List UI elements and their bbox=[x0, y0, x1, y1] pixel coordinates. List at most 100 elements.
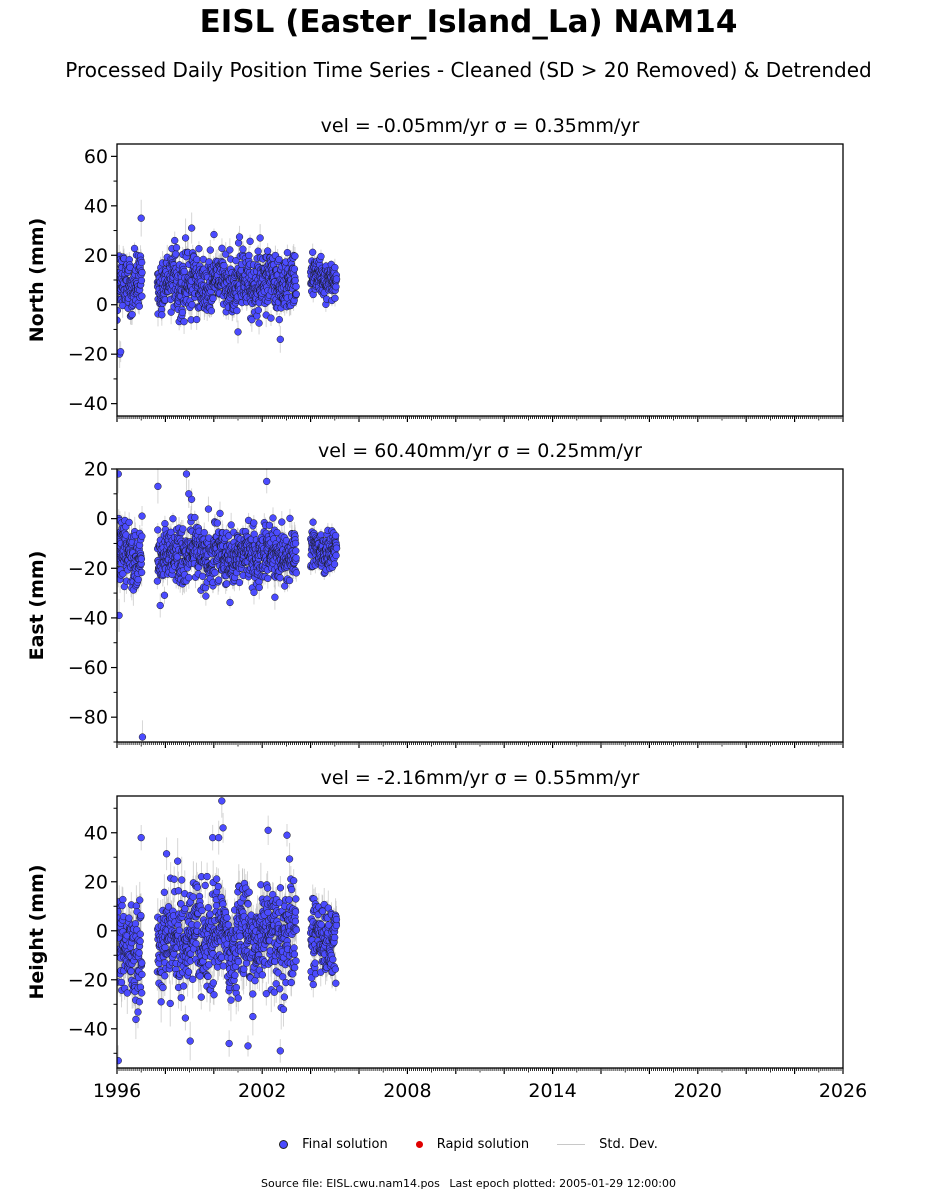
y-tick-label: −20 bbox=[68, 558, 108, 580]
data-point bbox=[137, 276, 146, 285]
data-point bbox=[271, 593, 279, 601]
data-point bbox=[273, 528, 281, 537]
data-point bbox=[130, 244, 139, 253]
data-point bbox=[278, 518, 286, 526]
data-point bbox=[138, 268, 146, 277]
data-point bbox=[138, 733, 147, 741]
data-point bbox=[180, 318, 188, 326]
data-point bbox=[292, 547, 300, 555]
data-point bbox=[215, 576, 223, 584]
data-point bbox=[255, 583, 263, 592]
data-point bbox=[239, 245, 247, 253]
data-point bbox=[134, 575, 142, 584]
data-point bbox=[117, 316, 121, 324]
data-point bbox=[117, 470, 122, 478]
data-point bbox=[331, 263, 339, 272]
data-point bbox=[138, 532, 146, 540]
axes-frame bbox=[116, 468, 844, 743]
data-point bbox=[210, 230, 218, 239]
y-tick-label: −40 bbox=[68, 393, 108, 415]
chart-subtitle: Processed Daily Position Time Series - C… bbox=[65, 58, 872, 82]
data-point bbox=[181, 234, 190, 242]
data-point bbox=[250, 519, 258, 527]
y-tick-label: 40 bbox=[84, 195, 108, 217]
data-point bbox=[292, 290, 300, 298]
data-point bbox=[267, 314, 275, 322]
data-point bbox=[202, 592, 210, 600]
data-point bbox=[330, 560, 339, 568]
data-point bbox=[317, 252, 325, 261]
data-point bbox=[138, 292, 146, 300]
data-point bbox=[137, 214, 145, 222]
y-tick-label: 20 bbox=[84, 459, 108, 481]
data-point bbox=[209, 294, 217, 303]
y-tick-label: 0 bbox=[96, 294, 108, 316]
y-tick-label: 60 bbox=[84, 146, 108, 168]
data-point bbox=[283, 248, 292, 257]
data-point bbox=[291, 539, 300, 548]
series-final-solution bbox=[117, 199, 341, 368]
data-point bbox=[250, 588, 258, 597]
data-point bbox=[154, 482, 162, 491]
data-point bbox=[195, 245, 203, 253]
series-final-solution bbox=[117, 796, 341, 1068]
data-point bbox=[128, 310, 136, 319]
data-point bbox=[193, 255, 201, 264]
data-point bbox=[191, 513, 199, 522]
data-point bbox=[185, 490, 193, 498]
data-point bbox=[125, 518, 133, 527]
data-point bbox=[213, 519, 221, 527]
panel-title: vel = 60.40mm/yr σ = 0.25mm/yr bbox=[318, 440, 642, 462]
data-point bbox=[153, 577, 162, 585]
y-tick-label: −80 bbox=[68, 707, 108, 729]
data-point bbox=[246, 237, 254, 245]
data-point bbox=[265, 521, 274, 529]
data-point bbox=[180, 267, 188, 276]
data-point bbox=[218, 244, 226, 252]
data-point bbox=[223, 580, 231, 588]
data-point bbox=[264, 247, 272, 255]
data-point bbox=[179, 525, 187, 533]
panel-1: −80 −60 −40 −20 0 20 vel = 60.40mm/yr σ = 0.25… bbox=[26, 440, 844, 748]
data-point bbox=[332, 275, 341, 283]
data-point bbox=[290, 265, 299, 273]
y-tick-label: −40 bbox=[68, 607, 108, 629]
data-point bbox=[275, 316, 283, 324]
y-axis-label: East (mm) bbox=[26, 551, 48, 661]
data-point bbox=[200, 528, 208, 537]
data-point bbox=[269, 514, 277, 522]
data-point bbox=[185, 574, 193, 582]
series-final-solution bbox=[117, 469, 341, 742]
data-point bbox=[206, 246, 214, 254]
data-point bbox=[227, 521, 235, 529]
data-point bbox=[154, 526, 162, 534]
data-point bbox=[135, 302, 143, 310]
chart-title: EISL (Easter_Island_La) NAM14 bbox=[199, 4, 738, 40]
y-axis-label: North (mm) bbox=[26, 218, 48, 343]
data-point bbox=[169, 515, 177, 523]
data-point bbox=[245, 251, 253, 260]
data-point bbox=[204, 505, 213, 513]
data-point bbox=[138, 258, 146, 267]
data-point bbox=[188, 301, 196, 309]
data-point bbox=[220, 261, 228, 270]
data-point bbox=[232, 257, 240, 265]
y-tick-label: −20 bbox=[68, 344, 108, 366]
y-tick-label: 0 bbox=[96, 508, 108, 530]
data-point bbox=[178, 308, 187, 317]
data-point bbox=[193, 315, 201, 324]
data-point bbox=[138, 568, 146, 577]
data-point bbox=[291, 276, 299, 285]
data-point bbox=[256, 234, 264, 242]
data-point bbox=[225, 532, 233, 540]
data-point bbox=[117, 348, 125, 356]
y-tick-label: 20 bbox=[84, 245, 108, 267]
data-point bbox=[292, 554, 300, 562]
data-point bbox=[233, 307, 241, 315]
data-point bbox=[117, 611, 123, 620]
data-point bbox=[171, 236, 179, 245]
data-point bbox=[276, 574, 284, 582]
data-point bbox=[254, 247, 262, 255]
data-point bbox=[160, 591, 169, 599]
